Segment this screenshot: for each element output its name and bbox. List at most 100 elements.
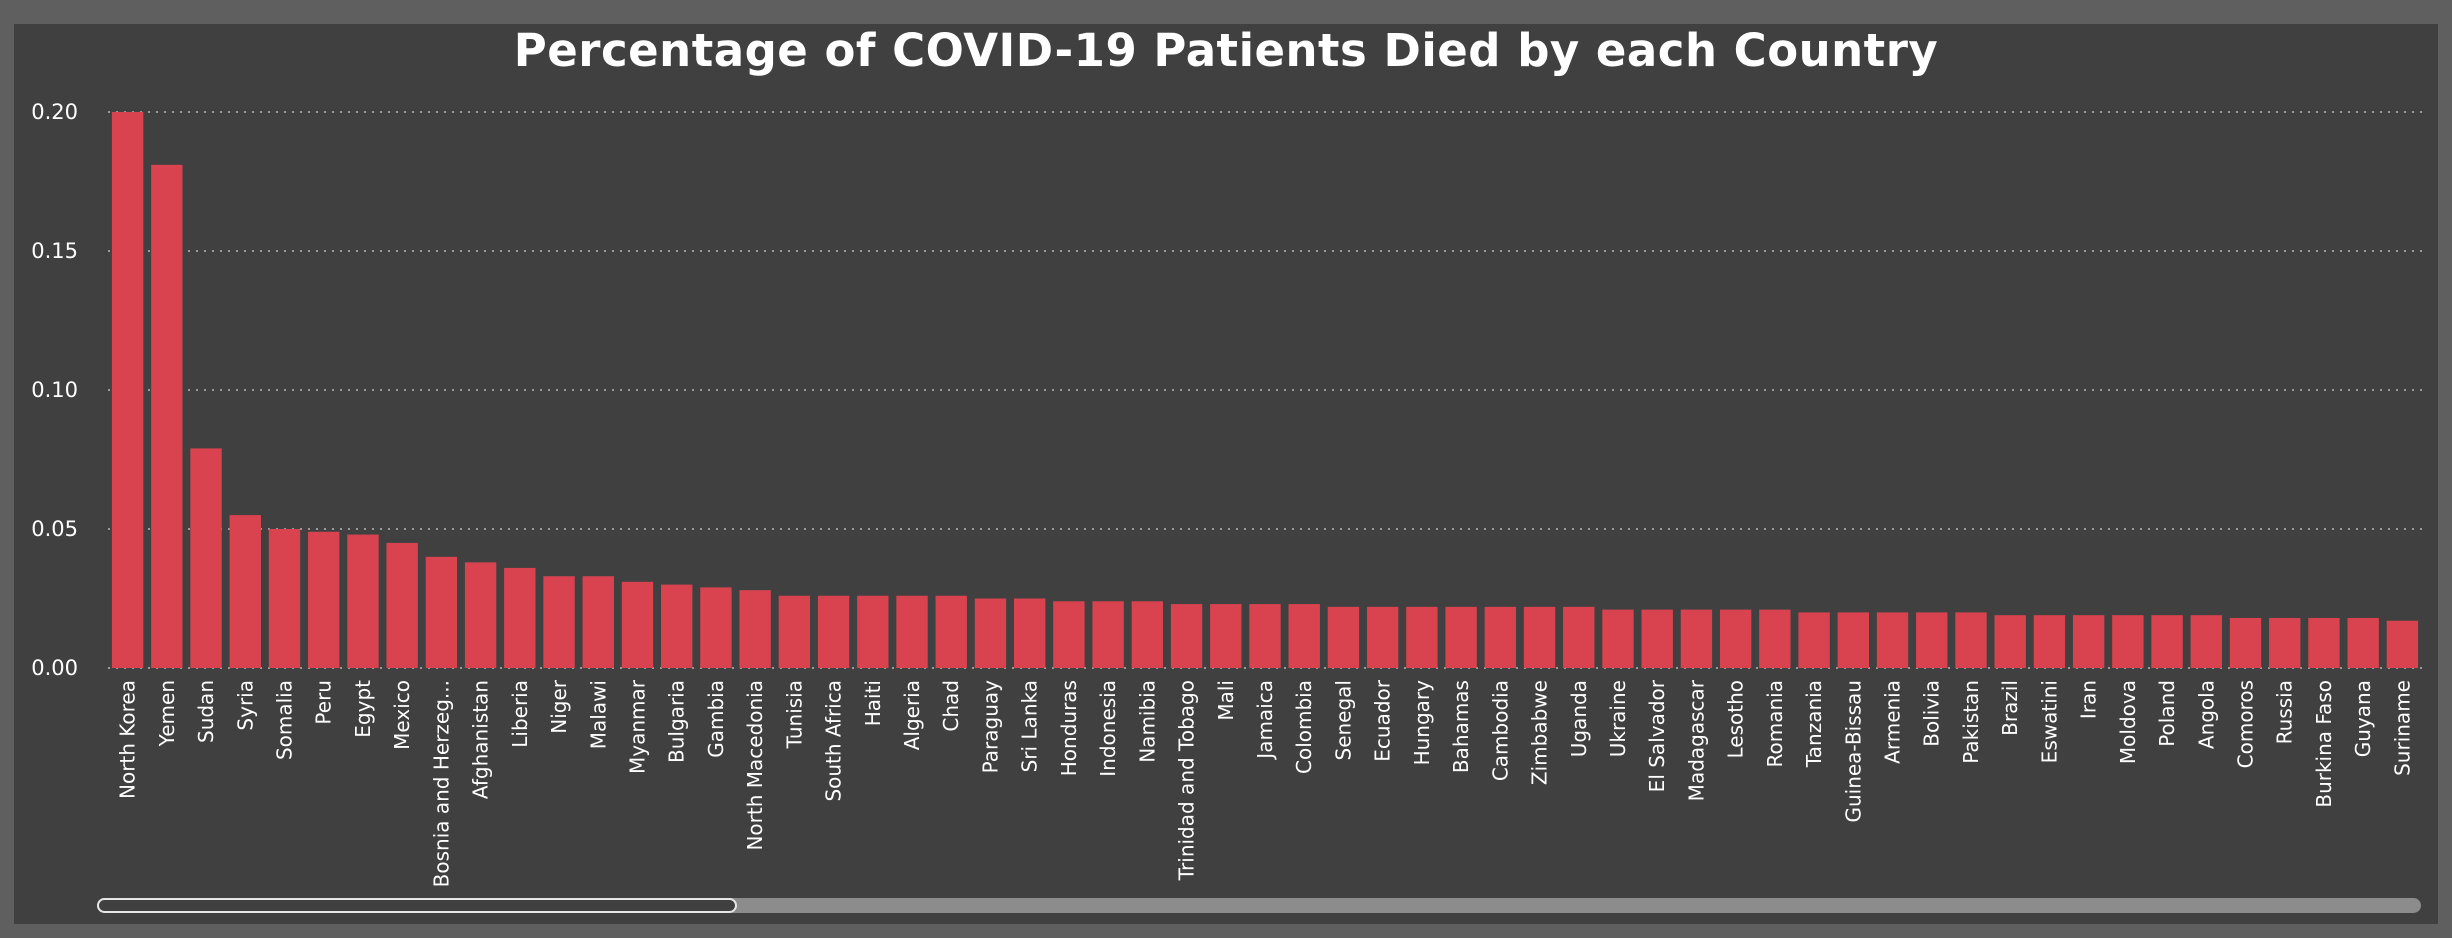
bar[interactable] [857, 595, 889, 668]
bar[interactable] [582, 576, 614, 668]
x-tick-label: Senegal [1331, 680, 1355, 761]
bar[interactable] [1170, 604, 1203, 668]
bar[interactable] [2308, 617, 2340, 668]
x-tick-label: Moldova [2116, 680, 2140, 764]
bar[interactable] [1523, 606, 1556, 668]
x-tick-label: Tunisia [782, 680, 806, 749]
bar[interactable] [2072, 615, 2105, 668]
bar[interactable] [504, 567, 536, 668]
y-tick-label: 0.20 [31, 100, 78, 124]
bar[interactable] [2151, 615, 2183, 668]
bar[interactable] [543, 576, 575, 668]
bar[interactable] [1249, 604, 1281, 668]
bar[interactable] [190, 448, 222, 668]
bar[interactable] [1445, 606, 1477, 668]
bar[interactable] [1719, 609, 1752, 668]
bar[interactable] [308, 531, 340, 668]
bar[interactable] [1053, 601, 1085, 668]
x-tick-label: Suriname [2390, 680, 2414, 776]
bar[interactable] [935, 595, 967, 668]
bar[interactable] [347, 534, 379, 668]
x-tick-label: Honduras [1057, 680, 1081, 776]
x-tick-label: Liberia [508, 680, 532, 748]
x-tick-label: Russia [2273, 680, 2297, 744]
x-tick-label: Gambia [704, 680, 728, 758]
x-tick-label: Jamaica [1253, 680, 1277, 761]
bar[interactable] [621, 581, 654, 668]
bar[interactable] [151, 164, 183, 668]
bar[interactable] [1563, 606, 1595, 668]
bar[interactable] [1013, 598, 1046, 669]
x-tick-label: Pakistan [1959, 680, 1983, 764]
bar[interactable] [1680, 609, 1713, 668]
bar[interactable] [1602, 609, 1634, 668]
x-tick-label: Poland [2155, 680, 2179, 747]
x-tick-label: El Salvador [1645, 679, 1669, 792]
bar[interactable] [1798, 612, 1830, 668]
x-tick-label: Sudan [194, 680, 218, 743]
chart-title: Percentage of COVID-19 Patients Died by … [513, 24, 1939, 77]
x-tick-label: Sri Lanka [1018, 680, 1042, 772]
bar[interactable] [1994, 615, 2026, 668]
bar[interactable] [1484, 606, 1517, 668]
bar[interactable] [1327, 606, 1360, 668]
x-tick-label: Bahamas [1449, 680, 1473, 773]
bar[interactable] [778, 595, 811, 668]
bar[interactable] [1092, 601, 1124, 668]
bar[interactable] [739, 590, 771, 668]
x-tick-label: Bolivia [1920, 680, 1944, 747]
bar[interactable] [700, 587, 732, 668]
bar[interactable] [464, 562, 497, 668]
bar[interactable] [1366, 606, 1399, 668]
bar[interactable] [1288, 604, 1320, 668]
x-tick-label: North Macedonia [743, 680, 767, 851]
x-tick-label: Niger [547, 679, 571, 734]
x-tick-label: Romania [1763, 680, 1787, 767]
bar[interactable] [2033, 615, 2066, 668]
x-tick-label: Indonesia [1096, 680, 1120, 777]
x-tick-label: Lesotho [1724, 680, 1748, 759]
y-tick-label: 0.00 [31, 656, 78, 680]
x-tick-label: Bosnia and Herzeg... [429, 680, 453, 887]
x-tick-label: Madagascar [1684, 679, 1708, 801]
bar[interactable] [1406, 606, 1438, 668]
bar[interactable] [386, 542, 418, 668]
bar[interactable] [2269, 617, 2301, 668]
bar[interactable] [229, 515, 261, 668]
bar[interactable] [1131, 601, 1164, 668]
x-tick-label: Brazil [1998, 680, 2022, 736]
x-tick-label: Namibia [1135, 680, 1159, 763]
bar[interactable] [1759, 609, 1791, 668]
x-tick-label: Mali [1214, 680, 1238, 721]
bar[interactable] [2347, 617, 2379, 668]
bar[interactable] [1955, 612, 1987, 668]
bar[interactable] [1641, 609, 1673, 668]
bar[interactable] [1876, 612, 1909, 668]
bar[interactable] [2229, 617, 2262, 668]
bar[interactable] [1916, 612, 1948, 668]
bar[interactable] [817, 595, 850, 668]
chart-panel [14, 24, 2438, 924]
bar[interactable] [2112, 615, 2144, 668]
bar[interactable] [111, 112, 144, 668]
x-tick-label: Yemen [155, 680, 179, 747]
bar[interactable] [661, 584, 693, 668]
x-tick-label: Burkina Faso [2312, 680, 2336, 808]
x-tick-label: Algeria [900, 680, 924, 750]
bar[interactable] [1210, 604, 1242, 668]
x-tick-label: Ecuador [1371, 679, 1395, 761]
x-tick-label: Cambodia [1488, 680, 1512, 781]
x-tick-label: Peru [312, 680, 336, 725]
x-tick-label: Bulgaria [665, 680, 689, 763]
bar[interactable] [974, 598, 1007, 669]
bar[interactable] [2190, 615, 2222, 668]
horizontal-scrollbar-thumb[interactable] [97, 898, 737, 913]
bar[interactable] [896, 595, 928, 668]
bar[interactable] [1837, 612, 1869, 668]
bar[interactable] [2386, 620, 2419, 668]
x-tick-label: Hungary [1410, 680, 1434, 766]
y-tick-label: 0.05 [31, 517, 78, 541]
bar[interactable] [425, 556, 458, 668]
bar[interactable] [268, 529, 301, 668]
